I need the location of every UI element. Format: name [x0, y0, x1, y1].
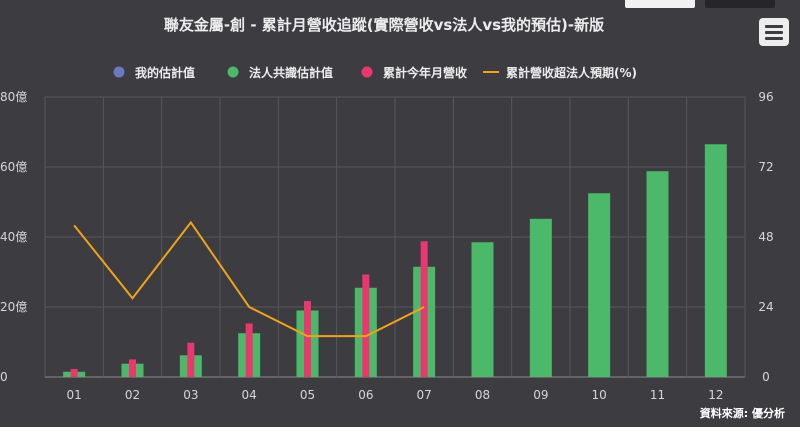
line-series	[73, 220, 425, 338]
hamburger-menu-icon[interactable]	[759, 18, 789, 46]
x-tick-label: 10	[592, 388, 607, 402]
x-tick-label: 06	[358, 388, 373, 402]
y-right-tick-label: 48	[758, 230, 773, 244]
y-left-tick-label: 20億	[0, 300, 27, 314]
bar-cumulative-revenue	[187, 342, 195, 377]
bar-consensus-estimate	[704, 144, 727, 377]
bar-consensus-estimate	[471, 242, 494, 377]
y-right-tick-label: 96	[758, 90, 773, 104]
top-tab-right[interactable]	[705, 0, 775, 8]
source-label: 資料來源: 優分析	[700, 406, 785, 420]
bar-consensus-estimate	[646, 171, 669, 377]
bar-cumulative-revenue	[362, 274, 370, 377]
axes: 0 0 20億 24 40億 48 60億 72 80億 96 01 02 03 04 05 06 07 08 09…	[0, 90, 774, 402]
x-tick-label: 09	[533, 388, 548, 402]
legend-label: 累計營收超法人預期(%)	[506, 65, 637, 80]
bar-consensus-estimate	[529, 218, 552, 377]
x-tick-label: 07	[417, 388, 432, 402]
legend-marker-dot	[361, 66, 373, 78]
y-left-tick-label: 0	[0, 370, 8, 384]
legend-label: 累計今年月營收	[383, 65, 467, 80]
legend-marker-dot	[227, 66, 239, 78]
x-tick-label: 05	[300, 388, 315, 402]
x-tick-label: 03	[183, 388, 198, 402]
x-tick-label: 08	[475, 388, 490, 402]
y-left-tick-label: 40億	[0, 230, 27, 244]
x-tick-label: 11	[650, 388, 665, 402]
bar-cumulative-revenue	[129, 359, 136, 377]
bar-cumulative-revenue	[245, 323, 253, 377]
chart-title: 聯友金屬-創 - 累計月營收追蹤(實際營收vs法人vs我的預估)-新版	[164, 16, 604, 34]
bar-cumulative-revenue	[304, 301, 311, 377]
y-right-tick-label: 72	[758, 160, 773, 174]
bar-cumulative-revenue	[420, 241, 428, 377]
grid	[44, 96, 746, 378]
bar-cumulative-revenue	[70, 368, 78, 377]
top-tab-left[interactable]	[625, 0, 695, 8]
line-exceed-estimate	[73, 220, 425, 338]
x-tick-label: 12	[708, 388, 723, 402]
y-right-tick-label: 0	[762, 370, 770, 384]
bars	[63, 144, 727, 377]
y-right-tick-label: 24	[758, 300, 773, 314]
legend-label: 我的估計值	[135, 65, 195, 80]
y-left-tick-label: 80億	[0, 90, 27, 104]
x-tick-label: 01	[67, 388, 82, 402]
x-tick-label: 02	[125, 388, 140, 402]
legend: 我的估計值 法人共識估計值 累計今年月營收 累計營收超法人預期(%)	[113, 65, 637, 80]
bar-consensus-estimate	[588, 193, 611, 377]
legend-label: 法人共識估計值	[249, 65, 333, 80]
x-tick-label: 04	[242, 388, 257, 402]
legend-marker-dot	[113, 66, 125, 78]
y-left-tick-label: 60億	[0, 160, 27, 174]
